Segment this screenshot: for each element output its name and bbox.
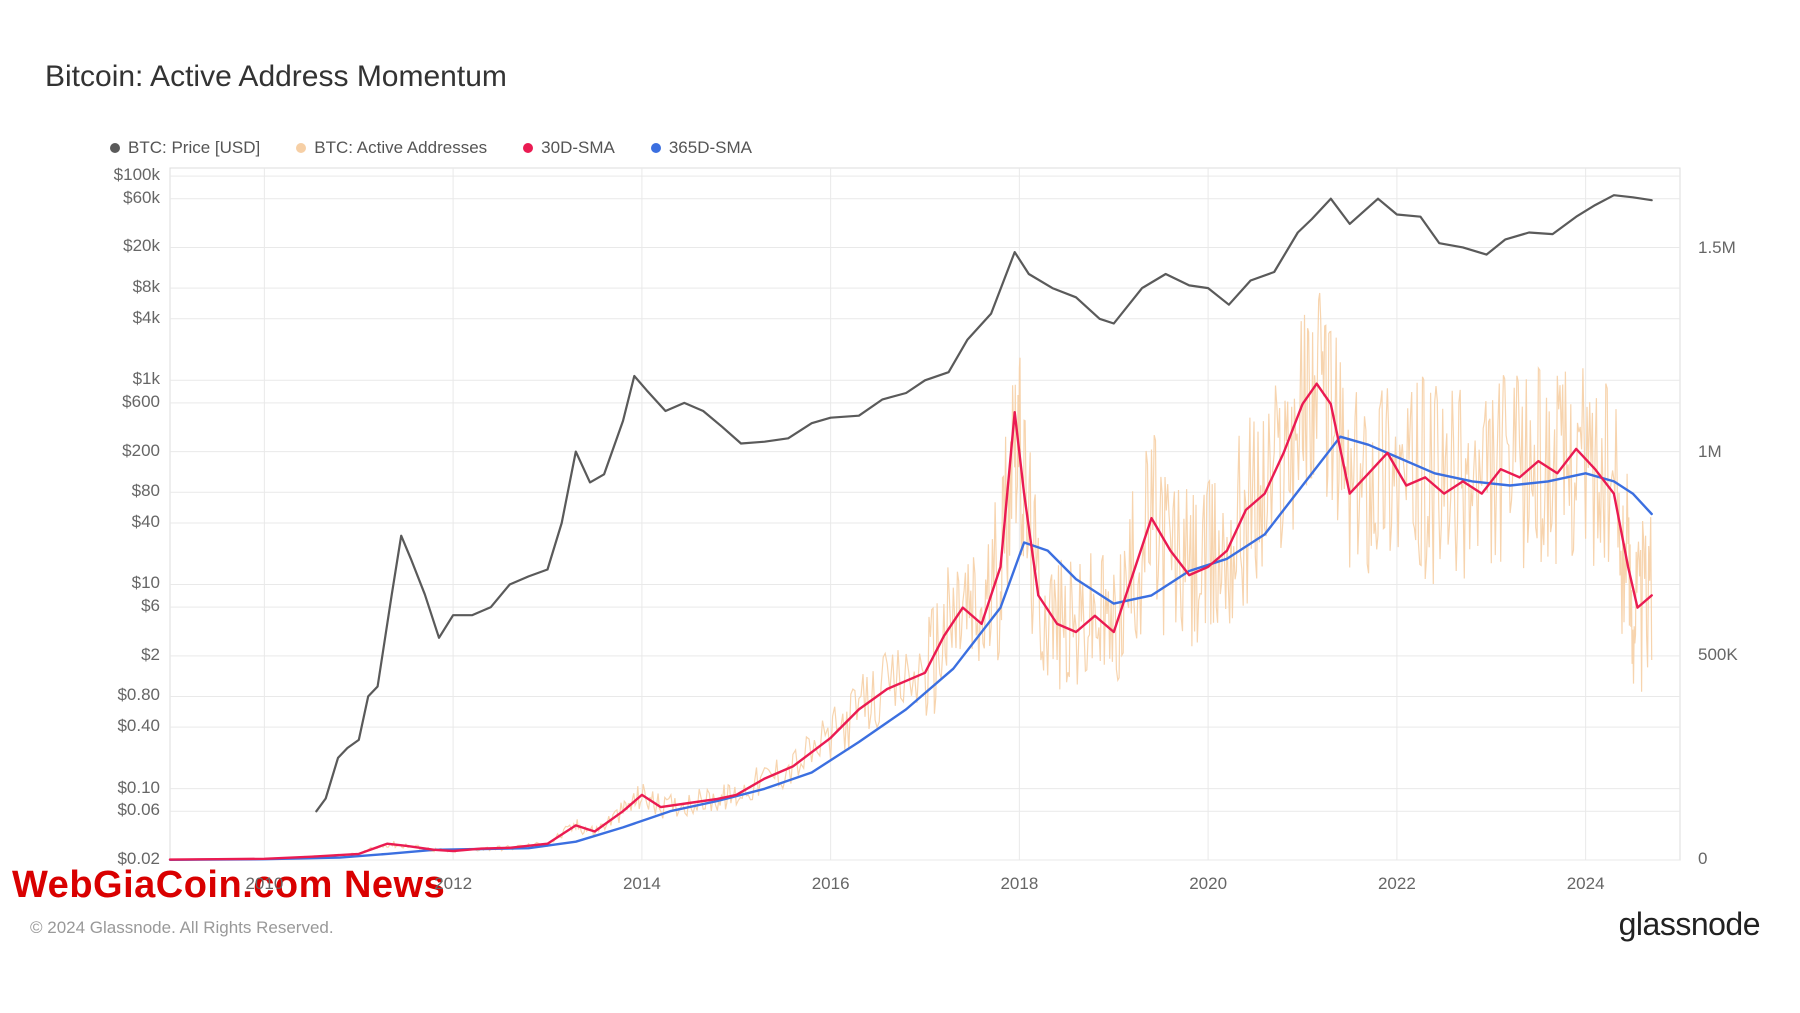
y-left-tick-label: $40 xyxy=(70,512,160,532)
x-tick-label: 2018 xyxy=(989,874,1049,894)
copyright-text: © 2024 Glassnode. All Rights Reserved. xyxy=(30,918,334,938)
y-left-tick-label: $80 xyxy=(70,481,160,501)
x-tick-label: 2010 xyxy=(234,874,294,894)
y-left-tick-label: $0.10 xyxy=(70,778,160,798)
x-tick-label: 2022 xyxy=(1367,874,1427,894)
y-left-tick-label: $200 xyxy=(70,441,160,461)
chart-container: Bitcoin: Active Address Momentum BTC: Pr… xyxy=(0,0,1800,1013)
watermark-text: WebGiaCoin.com News xyxy=(12,864,445,907)
x-tick-label: 2012 xyxy=(423,874,483,894)
chart-svg xyxy=(0,0,1800,1013)
x-tick-label: 2020 xyxy=(1178,874,1238,894)
y-left-tick-label: $10 xyxy=(70,573,160,593)
y-left-tick-label: $100k xyxy=(70,165,160,185)
y-left-tick-label: $60k xyxy=(70,188,160,208)
y-left-tick-label: $600 xyxy=(70,392,160,412)
x-tick-label: 2016 xyxy=(801,874,861,894)
y-left-tick-label: $2 xyxy=(70,645,160,665)
y-right-tick-label: 1M xyxy=(1698,442,1788,462)
y-left-tick-label: $0.02 xyxy=(70,849,160,869)
y-right-tick-label: 500K xyxy=(1698,645,1788,665)
y-left-tick-label: $0.06 xyxy=(70,800,160,820)
y-left-tick-label: $0.40 xyxy=(70,716,160,736)
x-tick-label: 2014 xyxy=(612,874,672,894)
y-left-tick-label: $4k xyxy=(70,308,160,328)
brand-logo: glassnode xyxy=(1619,906,1760,943)
chart-area[interactable] xyxy=(0,0,1800,1013)
y-left-tick-label: $0.80 xyxy=(70,685,160,705)
x-tick-label: 2024 xyxy=(1556,874,1616,894)
y-left-tick-label: $8k xyxy=(70,277,160,297)
y-right-tick-label: 0 xyxy=(1698,849,1788,869)
y-left-tick-label: $1k xyxy=(70,369,160,389)
y-right-tick-label: 1.5M xyxy=(1698,238,1788,258)
y-left-tick-label: $6 xyxy=(70,596,160,616)
y-left-tick-label: $20k xyxy=(70,236,160,256)
